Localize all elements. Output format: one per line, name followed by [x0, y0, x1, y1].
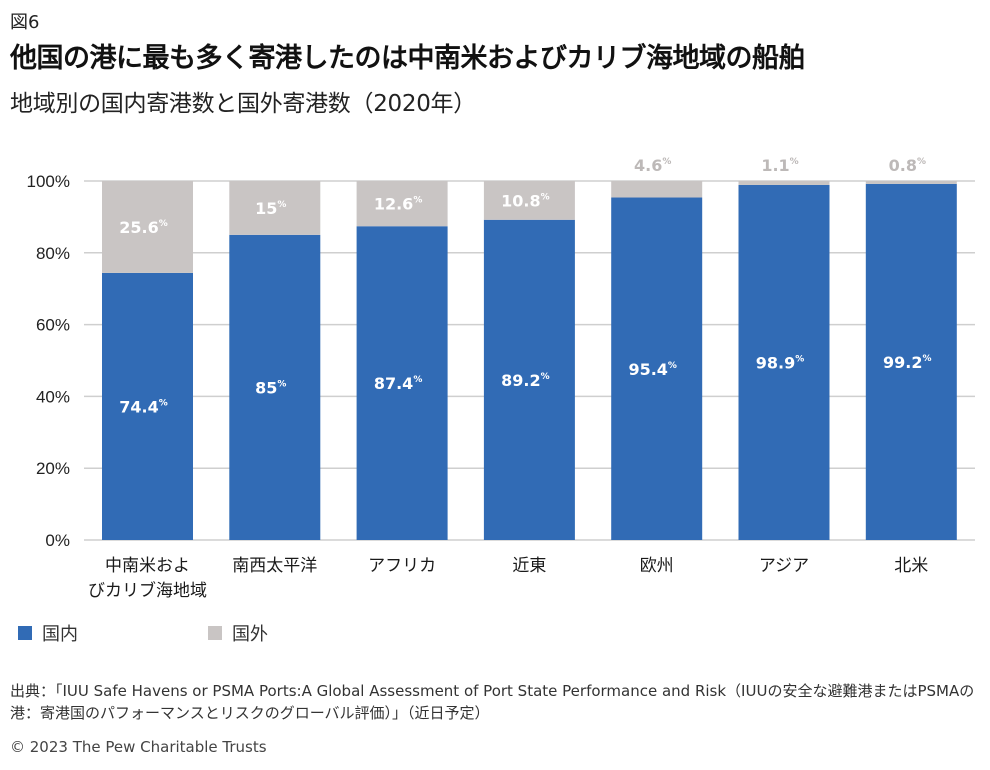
bar-foreign: [102, 181, 193, 273]
bar-domestic: [738, 184, 830, 540]
bar-domestic: [611, 197, 703, 540]
x-category-label: アフリカ: [368, 556, 436, 576]
bar-foreign: [356, 181, 448, 227]
y-tick-label: 100%: [27, 172, 70, 191]
y-tick-label: 20%: [36, 459, 70, 478]
y-tick-label: 0%: [45, 531, 70, 550]
copyright-note: © 2023 The Pew Charitable Trusts: [10, 738, 267, 756]
bar-domestic: [865, 183, 957, 540]
data-label-foreign: 12.6%: [374, 195, 423, 214]
bar-domestic: [102, 272, 193, 540]
legend-label-domestic: 国内: [42, 624, 78, 645]
bar-domestic: [229, 234, 321, 540]
x-category-label: アジア: [759, 556, 809, 576]
source-note: 出典：「IUU Safe Havens or PSMA Ports:A Glob…: [10, 682, 975, 722]
data-label-domestic: 87.4%: [374, 374, 423, 393]
legend-item-foreign: 国外: [208, 620, 268, 646]
x-category-label: びカリブ海地域: [88, 580, 207, 601]
x-category-label: 近東: [512, 556, 546, 576]
data-label-foreign: 25.6%: [119, 218, 168, 237]
figure-label: 図6: [10, 12, 40, 33]
data-label-domestic: 98.9%: [756, 353, 805, 372]
legend-item-domestic: 国内: [18, 620, 78, 646]
y-tick-label: 80%: [36, 244, 70, 263]
data-label-foreign: 0.8%: [889, 156, 926, 175]
bar-foreign: [611, 181, 703, 198]
bar-foreign: [483, 181, 575, 220]
legend-label-foreign: 国外: [232, 624, 268, 645]
x-category-label: 中南米およ: [105, 556, 190, 576]
bar-domestic: [483, 219, 575, 540]
x-category-label: 欧州: [640, 556, 674, 576]
stacked-bar-chart: 0%20%40%60%80%100% 74.4%25.6%85%15%87.4%…: [27, 156, 975, 601]
bar-domestic: [356, 226, 448, 540]
legend: 国内 国外: [18, 620, 323, 646]
data-label-foreign: 10.8%: [501, 191, 550, 210]
y-axis-ticks: 0% 20% 40% 60% 80% 100%: [27, 172, 70, 550]
data-label-domestic: 95.4%: [628, 360, 677, 379]
data-label-domestic: 89.2%: [501, 371, 550, 390]
y-tick-label: 60%: [36, 316, 70, 335]
data-label-foreign: 1.1%: [761, 156, 798, 175]
bars: [102, 181, 957, 540]
bar-foreign: [865, 181, 957, 184]
data-label-domestic: 74.4%: [119, 397, 168, 416]
chart-title: 他国の港に最も多く寄港したのは中南米およびカリブ海地域の船舶: [10, 43, 806, 74]
data-label-foreign: 4.6%: [634, 156, 671, 175]
bar-foreign: [738, 181, 830, 185]
chart-subtitle: 地域別の国内寄港数と国外寄港数（2020年）: [10, 91, 476, 117]
legend-swatch-foreign: [208, 626, 222, 640]
data-label-domestic: 99.2%: [883, 353, 932, 372]
data-labels: 74.4%25.6%85%15%87.4%12.6%89.2%10.8%95.4…: [119, 156, 931, 416]
x-category-label: 南西太平洋: [232, 556, 317, 576]
x-axis-labels: 中南米およびカリブ海地域 南西太平洋 アフリカ 近東 欧州 アジア 北米: [88, 556, 928, 601]
bar-foreign: [229, 181, 321, 235]
x-category-label: 北米: [894, 556, 928, 576]
legend-swatch-domestic: [18, 626, 32, 640]
y-tick-label: 40%: [36, 387, 70, 406]
